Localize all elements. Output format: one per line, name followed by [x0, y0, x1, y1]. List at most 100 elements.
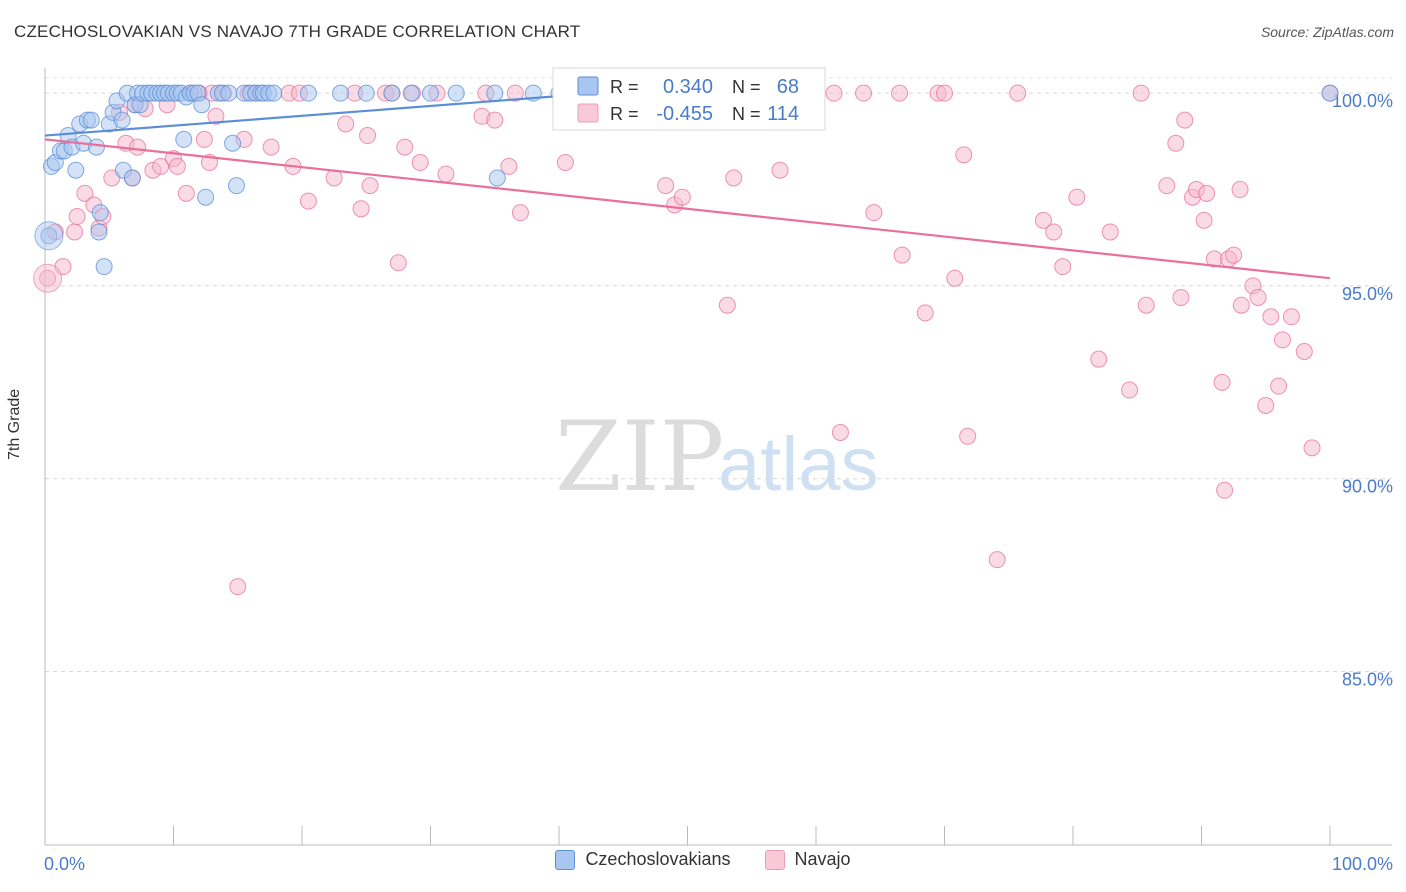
legend: Czechoslovakians Navajo — [0, 849, 1406, 870]
trend-line-czechoslovakians — [44, 92, 598, 137]
data-point-navajo — [725, 169, 743, 187]
y-tick-label: 90.0% — [1342, 477, 1393, 497]
stats-r-value: 0.340 — [663, 76, 713, 98]
data-point-navajo — [229, 578, 247, 596]
data-point-navajo — [1101, 223, 1119, 241]
stats-r-label: R = — [610, 77, 639, 97]
data-point-navajo — [1213, 373, 1231, 391]
data-point-navajo — [1121, 381, 1139, 399]
data-point-navajo — [299, 192, 317, 210]
stats-n-label: N = — [732, 77, 761, 97]
legend-swatch-czechoslovakians — [555, 849, 576, 870]
data-point-navajo — [1045, 223, 1063, 241]
data-point-navajo — [1068, 188, 1086, 206]
data-point-navajo — [1270, 377, 1288, 395]
data-point-czechoslovakians — [332, 84, 350, 102]
x-tick-label-max: 100.0% — [1332, 854, 1393, 874]
data-point-navajo — [1257, 396, 1275, 414]
data-point-czechoslovakians — [486, 84, 504, 102]
data-point-czechoslovakians-large — [34, 221, 64, 251]
data-point-navajo — [936, 84, 953, 102]
data-point-navajo — [1090, 350, 1108, 368]
series-navajo-points — [39, 84, 1339, 596]
data-point-navajo — [66, 223, 84, 241]
data-point-navajo — [657, 177, 675, 195]
data-point-czechoslovakians — [91, 204, 109, 222]
data-point-czechoslovakians — [447, 84, 465, 102]
data-point-navajo — [855, 84, 873, 102]
data-point-navajo — [891, 84, 909, 102]
data-point-czechoslovakians — [265, 84, 283, 102]
data-point-navajo — [1054, 258, 1072, 276]
legend-item-czechoslovakians[interactable]: Czechoslovakians — [555, 849, 731, 870]
data-point-navajo — [916, 304, 934, 322]
data-point-czechoslovakians — [87, 138, 105, 156]
data-point-navajo-large — [33, 263, 63, 293]
stats-swatch — [577, 103, 599, 123]
stats-n-value: 68 — [777, 76, 799, 98]
data-point-navajo — [486, 111, 504, 129]
data-point-navajo — [500, 157, 518, 175]
data-point-navajo — [955, 146, 973, 164]
data-point-navajo — [177, 184, 195, 202]
legend-item-navajo[interactable]: Navajo — [764, 849, 851, 870]
data-point-navajo — [825, 84, 843, 102]
data-point-navajo — [865, 204, 883, 222]
legend-label-navajo: Navajo — [794, 849, 851, 869]
data-point-navajo — [1262, 308, 1280, 326]
data-point-czechoslovakians — [82, 111, 100, 129]
data-point-czechoslovakians — [1321, 84, 1339, 102]
data-point-navajo — [168, 157, 186, 175]
data-point-czechoslovakians — [193, 96, 211, 114]
y-tick-label: 100.0% — [1332, 91, 1393, 111]
data-point-navajo — [129, 138, 147, 156]
data-point-navajo — [831, 423, 849, 441]
stats-n-label: N = — [732, 104, 761, 124]
data-point-navajo — [411, 154, 429, 172]
data-point-navajo — [771, 161, 789, 179]
data-point-navajo — [1225, 246, 1243, 264]
data-point-navajo — [389, 254, 407, 272]
data-point-navajo — [988, 551, 1006, 569]
data-point-navajo — [1195, 211, 1213, 229]
data-point-czechoslovakians — [90, 223, 108, 241]
data-point-navajo — [1295, 342, 1313, 360]
data-point-navajo — [893, 246, 911, 264]
data-point-czechoslovakians — [67, 161, 85, 179]
data-point-navajo — [68, 208, 86, 226]
data-point-czechoslovakians — [175, 130, 193, 148]
data-point-navajo — [1132, 84, 1150, 102]
data-point-navajo — [39, 269, 57, 287]
data-point-czechoslovakians — [220, 84, 238, 102]
data-point-navajo — [437, 165, 455, 183]
data-point-navajo — [396, 138, 414, 156]
data-point-navajo — [207, 107, 225, 125]
data-point-navajo — [352, 200, 370, 218]
data-point-navajo — [1176, 111, 1194, 129]
legend-swatch-navajo — [764, 849, 785, 870]
data-point-navajo — [1167, 134, 1185, 152]
data-point-navajo — [337, 115, 355, 133]
data-point-navajo — [511, 204, 529, 222]
legend-label-czechoslovakians: Czechoslovakians — [585, 849, 731, 869]
y-tick-label: 85.0% — [1342, 669, 1393, 689]
data-point-navajo — [1137, 296, 1155, 314]
data-point-navajo — [262, 138, 280, 156]
data-point-navajo — [361, 177, 379, 195]
watermark-atlas: atlas — [718, 422, 879, 507]
data-point-czechoslovakians — [197, 188, 215, 206]
data-point-navajo — [76, 184, 94, 202]
data-point-navajo — [506, 84, 524, 102]
trend-line-navajo — [44, 138, 1331, 280]
x-tick-label-min: 0.0% — [44, 854, 85, 874]
stats-r-label: R = — [610, 104, 639, 124]
stats-swatch — [577, 76, 599, 96]
data-point-navajo — [1009, 84, 1027, 102]
data-point-navajo — [946, 269, 964, 287]
data-point-navajo — [1303, 439, 1321, 457]
data-point-navajo — [1249, 288, 1267, 306]
watermark-zip: ZIP — [555, 401, 724, 513]
data-point-czechoslovakians — [422, 84, 439, 102]
stats-box: R = 0.340 N = 68 R = -0.455 N = 114 — [552, 67, 826, 131]
